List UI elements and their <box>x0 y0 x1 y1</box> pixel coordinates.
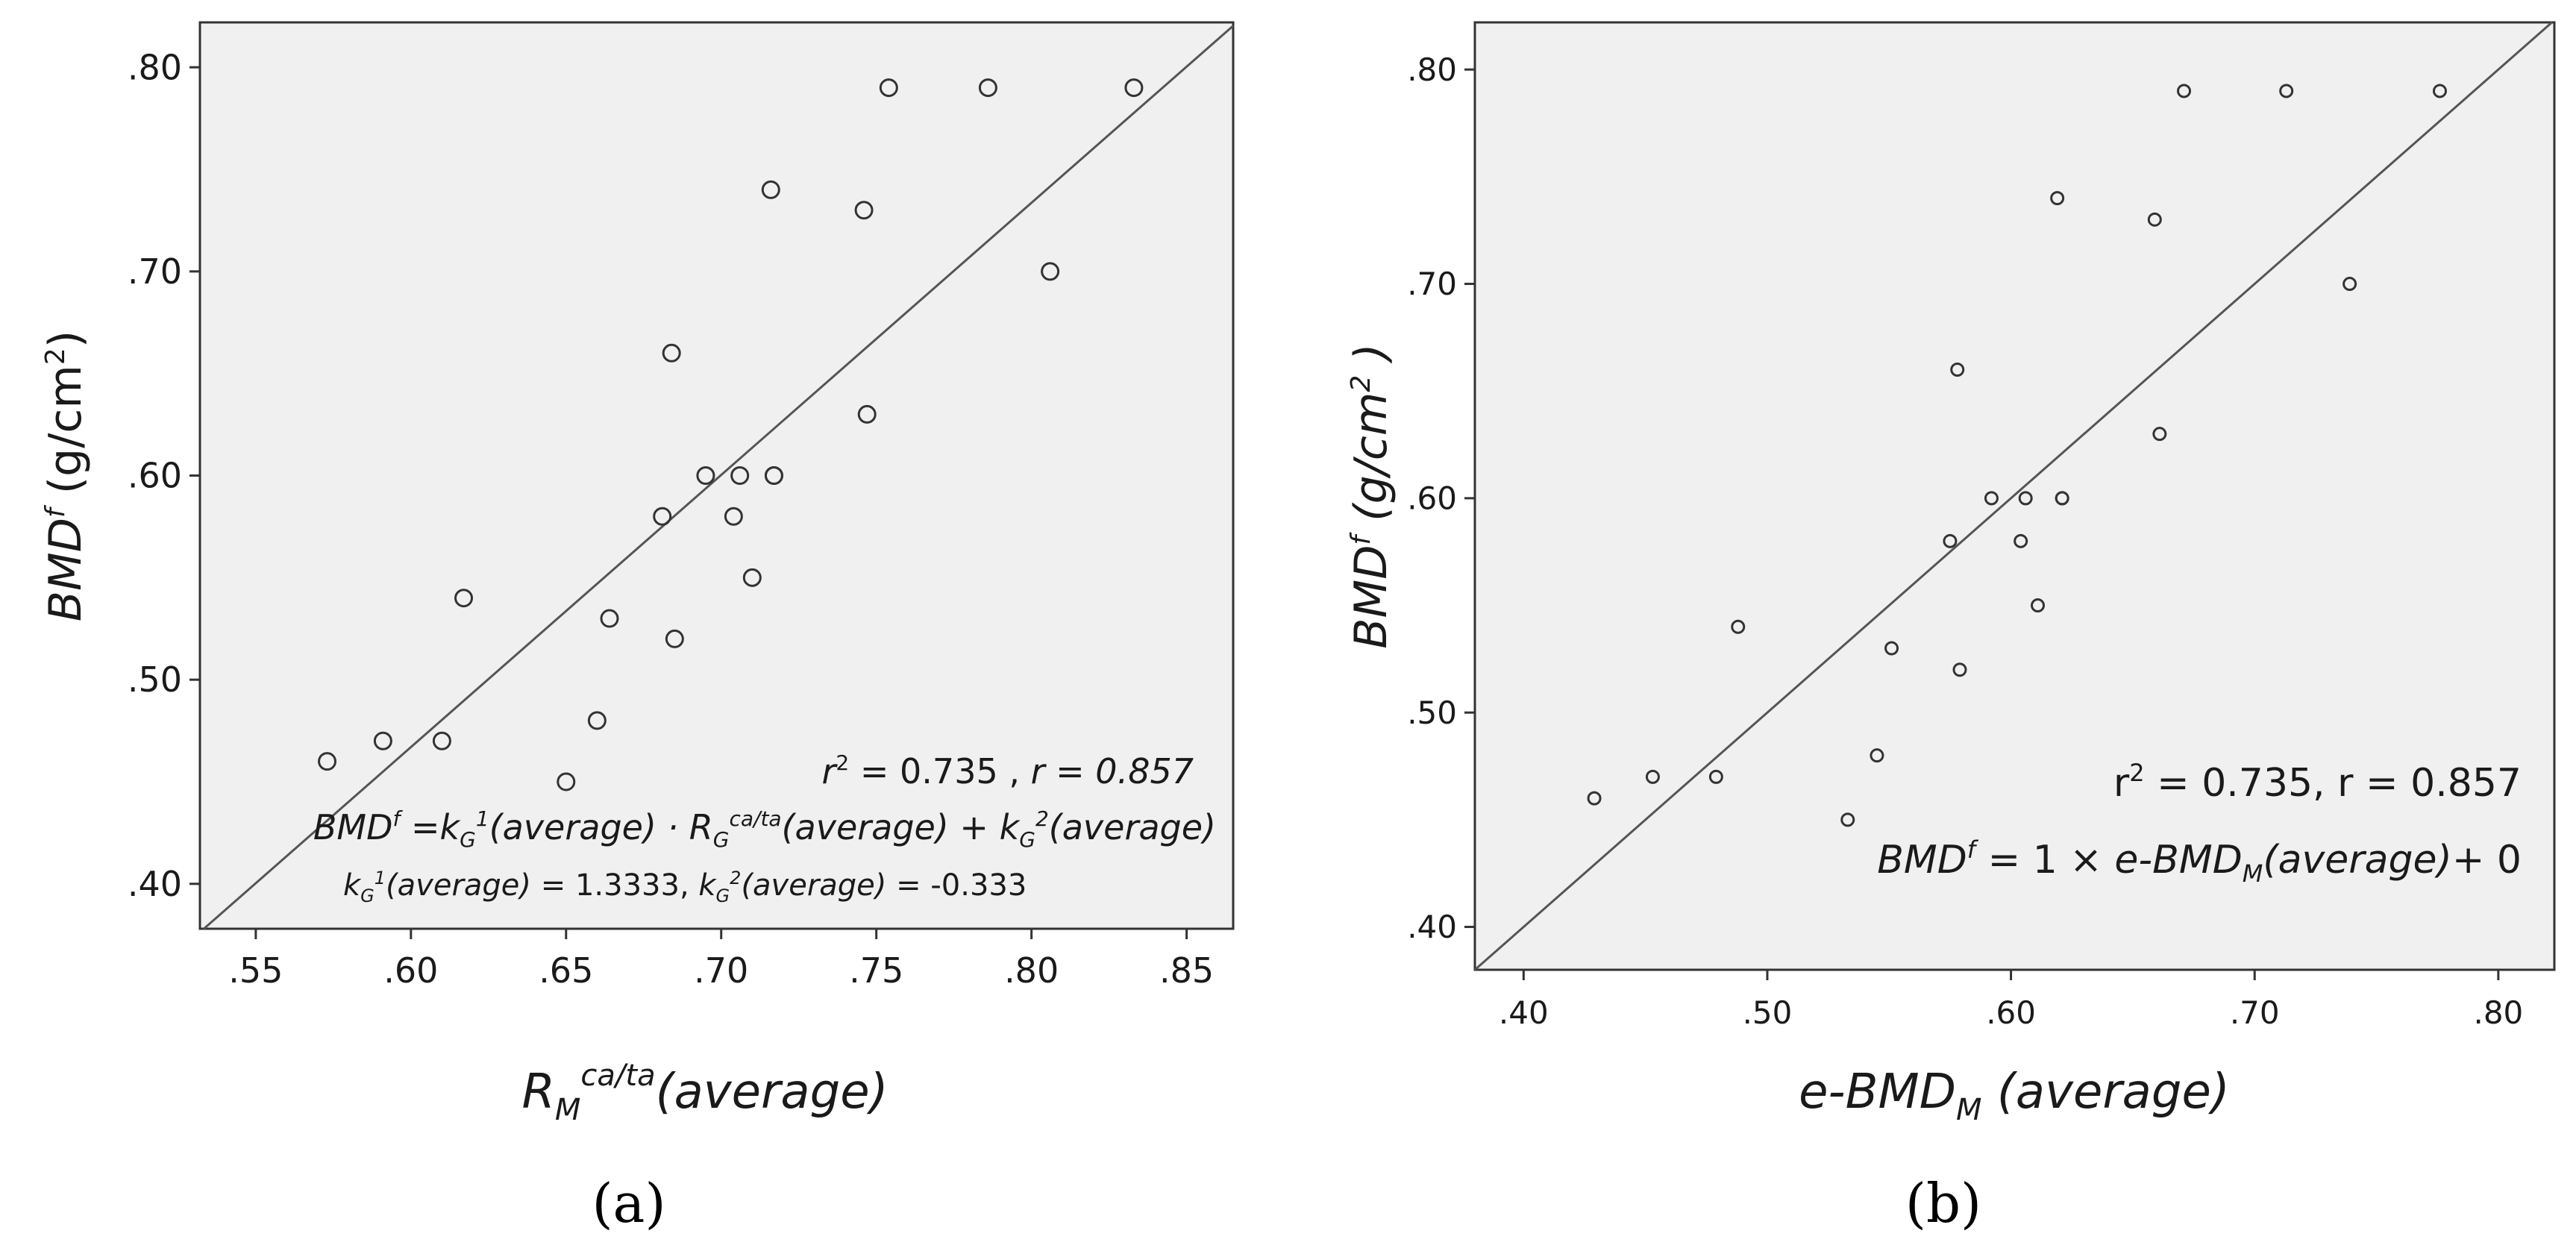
data-point-a-9 <box>665 629 684 648</box>
equation-b: BMDf = 1 × e-BMDM(average)+ 0 <box>1877 836 2522 888</box>
fit-line-b <box>1474 21 2553 971</box>
x-tick-label-a-4: .75 <box>849 950 903 991</box>
data-point-b-12 <box>2018 491 2033 506</box>
data-point-a-7 <box>653 507 672 526</box>
x-tick-label-a-6: .85 <box>1159 950 1214 991</box>
data-point-b-8 <box>1950 362 1965 377</box>
x-tick-label-a-3: .70 <box>694 950 748 991</box>
data-point-a-4 <box>557 772 576 791</box>
y-tick-label-a-0: .40 <box>128 864 182 904</box>
x-tick-label-a-0: .55 <box>228 950 283 991</box>
data-point-b-1 <box>1645 769 1660 784</box>
stats-b: r2 = 0.735, r = 0.857 <box>2113 759 2522 806</box>
data-point-a-5 <box>587 711 607 730</box>
y-tick-label-a-4: .80 <box>128 47 182 87</box>
data-point-a-2 <box>432 731 451 750</box>
data-point-b-4 <box>1840 812 1855 827</box>
caption-b: (b) <box>1905 1172 1981 1235</box>
y-tick-label-a-3: .70 <box>128 251 182 292</box>
data-point-b-2 <box>1708 769 1723 784</box>
data-point-a-17 <box>854 201 874 220</box>
x-tick-label-b-1: .50 <box>1743 994 1793 1031</box>
data-point-b-9 <box>1952 662 1967 677</box>
data-point-b-15 <box>2055 491 2069 506</box>
y-tick-label-b-2: .60 <box>1407 480 1457 517</box>
x-tick-label-a-1: .60 <box>383 950 438 991</box>
data-point-a-20 <box>978 78 997 98</box>
data-point-b-5 <box>1870 748 1884 763</box>
x-tick-label-b-4: .80 <box>2473 994 2523 1031</box>
data-point-a-12 <box>730 466 750 485</box>
data-point-a-13 <box>742 568 762 587</box>
data-point-a-1 <box>373 731 392 750</box>
x-tick-label-b-3: .70 <box>2230 994 2280 1031</box>
tick-group-b: .40 .50 .60 .70 .80 .40 .50 .60 .70 .80 <box>1407 51 2523 1031</box>
plot-area-a <box>198 21 1235 930</box>
data-point-b-0 <box>1587 791 1602 806</box>
data-point-a-22 <box>1124 78 1144 98</box>
data-point-b-20 <box>2279 84 2294 98</box>
y-axis-label-b: BMDf (g/cm2 ) <box>1345 343 1397 648</box>
points-a <box>318 78 1144 791</box>
equation-a: BMDf =kG1(average) · RGca/ta(average) + … <box>313 806 1216 852</box>
data-point-b-7 <box>1943 533 1958 548</box>
x-tick-label-b-2: .60 <box>1986 994 2036 1031</box>
data-point-a-16 <box>761 180 780 199</box>
panel-b: .40 .50 .60 .70 .80 .40 .50 .60 .70 .80 r2 = 0.73… <box>1345 21 2556 1235</box>
data-point-a-8 <box>662 343 681 363</box>
x-tick-label-b-0: .40 <box>1499 994 1549 1031</box>
data-point-b-22 <box>2432 84 2447 98</box>
data-point-a-19 <box>879 78 898 98</box>
x-tick-label-a-5: .80 <box>1004 950 1059 991</box>
data-point-b-17 <box>2147 212 2162 227</box>
data-point-a-18 <box>857 404 877 424</box>
data-point-b-11 <box>2014 533 2028 548</box>
data-point-b-18 <box>2152 427 2167 442</box>
points-b <box>1587 84 2447 827</box>
y-tick-label-a-1: .50 <box>128 659 182 700</box>
y-tick-label-b-0: .40 <box>1407 909 1457 945</box>
data-point-b-13 <box>2031 598 2046 613</box>
data-point-b-3 <box>1731 619 1746 634</box>
caption-a: (a) <box>592 1172 665 1235</box>
stats-a: r2 = 0.735 , r = 0.857 <box>822 750 1194 791</box>
y-tick-label-b-3: .70 <box>1407 266 1457 302</box>
fit-line-a <box>203 25 1234 930</box>
x-tick-label-a-2: .65 <box>539 950 593 991</box>
data-point-b-10 <box>1984 491 1999 506</box>
data-point-b-19 <box>2177 84 2192 98</box>
constants-a: kG1(average) = 1.3333, kG2(average) = -0… <box>343 868 1027 906</box>
data-point-a-6 <box>600 609 619 628</box>
y-tick-label-b-1: .50 <box>1407 695 1457 731</box>
y-axis-label-a: BMDf (g/cm2) <box>40 330 92 621</box>
panel-a: .55 .60 .65 .70 .75 .80 .85 .40 .50 .60 .70 .80 r2 … <box>40 21 1235 1235</box>
data-point-b-21 <box>2342 277 2357 292</box>
tick-group-a: .55 .60 .65 .70 .75 .80 .85 .40 .50 .60 .70 .80 <box>128 47 1214 991</box>
data-point-a-21 <box>1041 262 1060 281</box>
data-point-b-6 <box>1884 641 1899 656</box>
data-point-b-16 <box>2050 191 2065 206</box>
y-tick-label-b-4: .80 <box>1407 51 1457 88</box>
data-point-a-15 <box>764 466 783 485</box>
y-tick-label-a-2: .60 <box>128 456 182 496</box>
x-axis-label-b: e-BMDM (average) <box>1799 1065 2230 1127</box>
x-axis-label-a: RMca/ta(average) <box>521 1059 888 1127</box>
data-point-a-11 <box>724 507 743 526</box>
data-point-a-0 <box>318 752 337 771</box>
data-point-a-3 <box>454 589 474 608</box>
data-point-a-10 <box>696 466 715 485</box>
